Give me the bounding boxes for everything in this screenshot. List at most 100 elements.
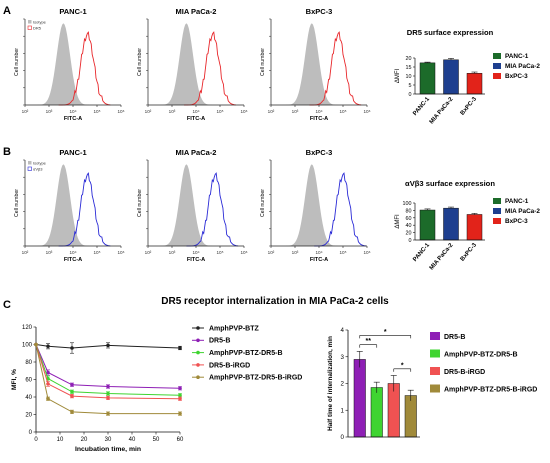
histogram-y-label: Cell number bbox=[14, 48, 20, 76]
half-time-legend-label: AmphPVP-BTZ-DR5-B bbox=[444, 352, 518, 359]
legend-swatch bbox=[493, 208, 501, 214]
significance-label: ** bbox=[366, 338, 372, 345]
histogram-panel-title: PANC-1 bbox=[59, 7, 86, 16]
line-x-tick-label: 20 bbox=[81, 437, 88, 443]
significance-label: * bbox=[384, 329, 387, 336]
half-time-bar bbox=[404, 395, 417, 438]
series-point bbox=[178, 386, 182, 391]
histogram-x-tick-label: 10⁶ bbox=[117, 109, 124, 114]
bar-y-tick-label: 100 bbox=[403, 201, 412, 207]
panel-letter-b: B bbox=[3, 146, 11, 158]
histogram-panel-title: BxPC-3 bbox=[306, 7, 333, 16]
histogram-x-tick-label: 10⁵ bbox=[339, 109, 346, 114]
stained-histogram-trace bbox=[309, 31, 362, 106]
histogram-x-tick-label: 10⁴ bbox=[69, 250, 76, 255]
legend-stained-swatch bbox=[27, 25, 32, 30]
half-time-legend-swatch bbox=[430, 384, 440, 393]
histogram-x-tick-label: 10² bbox=[22, 109, 29, 114]
histogram-x-tick-label: 10⁴ bbox=[69, 109, 76, 114]
series-point bbox=[106, 391, 110, 396]
histogram-x-tick-label: 10² bbox=[268, 109, 275, 114]
isotype-histogram bbox=[25, 164, 121, 246]
histogram-x-tick-label: 10³ bbox=[169, 109, 176, 114]
legend-swatch bbox=[493, 73, 501, 79]
bar-y-tick-label: 10 bbox=[406, 74, 412, 80]
bar-y-tick-label: 0 bbox=[409, 92, 412, 98]
legend-swatch bbox=[493, 218, 501, 224]
half-time-y-tick-label: 1 bbox=[341, 407, 345, 414]
half-time-legend-label: AmphPVP-BTZ-DR5-B-iRGD bbox=[444, 387, 537, 394]
half-time-legend-label: DR5-B-iRGD bbox=[444, 369, 485, 376]
line-y-tick-label: 0 bbox=[29, 430, 33, 436]
dr5-histograms: PANC-1 10² 10³ 10⁴ 10⁵ 10⁶ FITC-A Cell number Is… bbox=[14, 7, 371, 122]
half-time-bar bbox=[353, 359, 366, 438]
histogram-x-tick-label: 10² bbox=[268, 250, 275, 255]
series-point bbox=[106, 343, 110, 348]
line-y-tick-label: 40 bbox=[25, 395, 32, 401]
histogram-x-label: FITC-A bbox=[187, 257, 205, 263]
bar-chart-title: DR5 surface expression bbox=[407, 28, 494, 37]
line-y-tick-label: 120 bbox=[22, 325, 33, 331]
histogram-y-label: Cell number bbox=[137, 189, 143, 217]
line-y-tick-label: 60 bbox=[25, 378, 32, 384]
series-point bbox=[70, 382, 74, 387]
bar-mia-paca-2 bbox=[443, 207, 459, 241]
histogram-x-label: FITC-A bbox=[187, 116, 205, 122]
histogram-x-tick-label: 10³ bbox=[292, 109, 299, 114]
isotype-histogram bbox=[271, 164, 367, 246]
histogram-y-label: Cell number bbox=[260, 189, 266, 217]
histogram-x-tick-label: 10³ bbox=[292, 250, 299, 255]
histogram-x-tick-label: 10⁵ bbox=[339, 250, 346, 255]
bar-bxpc-3 bbox=[466, 214, 483, 241]
histogram-x-tick-label: 10⁵ bbox=[216, 109, 223, 114]
histogram-x-tick-label: 10⁶ bbox=[240, 250, 247, 255]
isotype-histogram bbox=[271, 23, 367, 105]
bar-y-tick-label: 15 bbox=[406, 65, 412, 71]
panel-letter-c: C bbox=[3, 299, 11, 311]
histogram-x-tick-label: 10³ bbox=[46, 250, 53, 255]
isotype-histogram bbox=[25, 23, 121, 105]
legend-label: PANC-1 bbox=[505, 53, 529, 60]
isotype-histogram bbox=[148, 164, 244, 246]
series-point bbox=[178, 346, 182, 350]
histogram-x-label: FITC-A bbox=[64, 116, 82, 122]
series-point bbox=[106, 411, 110, 416]
stained-histogram-trace bbox=[184, 31, 236, 106]
bar-y-tick-label: 40 bbox=[406, 223, 412, 229]
series-point bbox=[46, 344, 50, 349]
histogram-x-tick-label: 10⁵ bbox=[93, 109, 100, 114]
histogram-x-tick-label: 10⁶ bbox=[363, 109, 370, 114]
line-x-tick-label: 30 bbox=[105, 437, 112, 443]
half-time-legend-swatch bbox=[430, 332, 440, 340]
series-point bbox=[70, 410, 74, 414]
histogram-x-tick-label: 10⁵ bbox=[216, 250, 223, 255]
isotype-histogram bbox=[148, 23, 244, 105]
bar-panc-1 bbox=[419, 209, 436, 241]
significance-label: * bbox=[401, 362, 404, 369]
histogram-y-label: Cell number bbox=[137, 48, 143, 76]
legend-marker bbox=[196, 338, 200, 343]
legend-label: MIA PaCa-2 bbox=[505, 63, 540, 70]
series-point bbox=[34, 342, 38, 347]
histogram-x-label: FITC-A bbox=[310, 116, 328, 122]
bar-category-label: PANC-1 bbox=[412, 96, 431, 117]
line-x-label: Incubation time, min bbox=[75, 446, 141, 453]
series-point bbox=[70, 394, 74, 398]
histogram-x-tick-label: 10⁴ bbox=[315, 250, 322, 255]
legend-label: PANC-1 bbox=[505, 198, 529, 205]
histogram-panel-title: MIA PaCa-2 bbox=[176, 7, 217, 16]
histogram-x-tick-label: 10⁴ bbox=[315, 109, 322, 114]
histogram-panel-title: BxPC-3 bbox=[306, 148, 333, 157]
bar-y-tick-label: 80 bbox=[406, 208, 412, 214]
line-y-label: MFI, % bbox=[11, 369, 18, 390]
bar-y-label: ΔMFI bbox=[395, 214, 401, 229]
legend-swatch bbox=[493, 53, 501, 59]
legend-stained-label: αVβ3 bbox=[33, 167, 43, 172]
legend-isotype-label: Isotype bbox=[33, 161, 47, 166]
histogram-x-tick-label: 10² bbox=[145, 250, 152, 255]
legend-isotype-label: Isotype bbox=[33, 20, 47, 25]
stained-histogram-trace bbox=[314, 172, 367, 247]
histogram-x-tick-label: 10⁴ bbox=[192, 109, 199, 114]
